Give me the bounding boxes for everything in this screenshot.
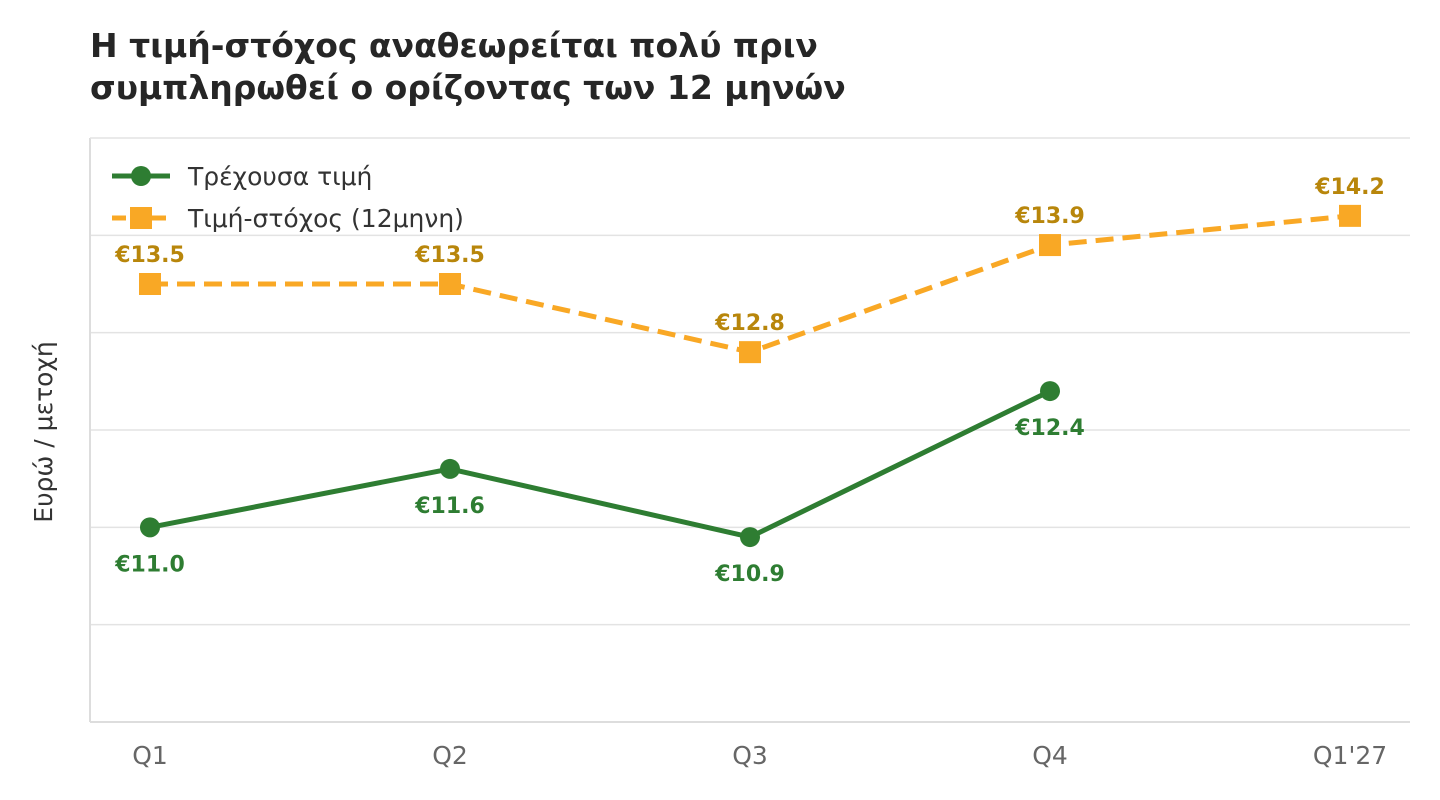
data-point [439, 273, 461, 295]
x-tick-label: Q2 [432, 741, 468, 770]
data-label: €13.9 [1014, 204, 1085, 229]
data-point [139, 273, 161, 295]
data-label: €13.5 [114, 243, 185, 268]
chart-title-line-2: συμπληρωθεί ο ορίζοντας των 12 μηνών [90, 68, 846, 107]
y-axis-label: Ευρώ / μετοχή [29, 341, 58, 522]
legend-entry-1: Τιμή-στόχος (12μηνη) [112, 204, 464, 233]
data-label: €13.5 [414, 243, 485, 268]
x-tick-label: Q1'27 [1313, 741, 1387, 770]
data-point [1339, 204, 1361, 227]
x-tick-label: Q4 [1032, 741, 1068, 770]
data-point [1040, 381, 1060, 402]
legend-marker [131, 166, 151, 186]
legend-marker [130, 207, 152, 229]
grid-layer [90, 234, 1410, 626]
axes-layer: Q1 Q2 Q3 Q4 Q1'27 [89, 137, 1410, 770]
data-label: €11.6 [414, 494, 485, 519]
data-point [1039, 234, 1061, 257]
data-label: €12.8 [714, 311, 785, 336]
data-point [739, 341, 761, 364]
chart-title-line-1: Η τιμή-στόχος αναθεωρείται πολύ πριν [90, 26, 818, 65]
data-label: €14.2 [1314, 175, 1385, 200]
data-point [140, 517, 160, 538]
series-layer [139, 204, 1361, 548]
legend: Τρέχουσα τιμή Τιμή-στόχος (12μηνη) [112, 162, 464, 233]
data-label: €11.0 [114, 552, 185, 577]
series-line-0 [149, 388, 1052, 540]
data-point [440, 458, 460, 479]
data-point [740, 527, 760, 548]
legend-entry-0: Τρέχουσα τιμή [112, 162, 372, 191]
data-labels-layer: €11.0 €11.6 €10.9 €12.4 €13.5 €13.5 €12.8 €13.9… [114, 175, 1385, 587]
data-label: €10.9 [714, 562, 785, 587]
x-tick-label: Q1 [132, 741, 168, 770]
legend-label: Τρέχουσα τιμή [187, 162, 372, 191]
legend-label: Τιμή-στόχος (12μηνη) [187, 204, 464, 233]
x-tick-label: Q3 [732, 741, 768, 770]
data-label: €12.4 [1014, 416, 1085, 441]
